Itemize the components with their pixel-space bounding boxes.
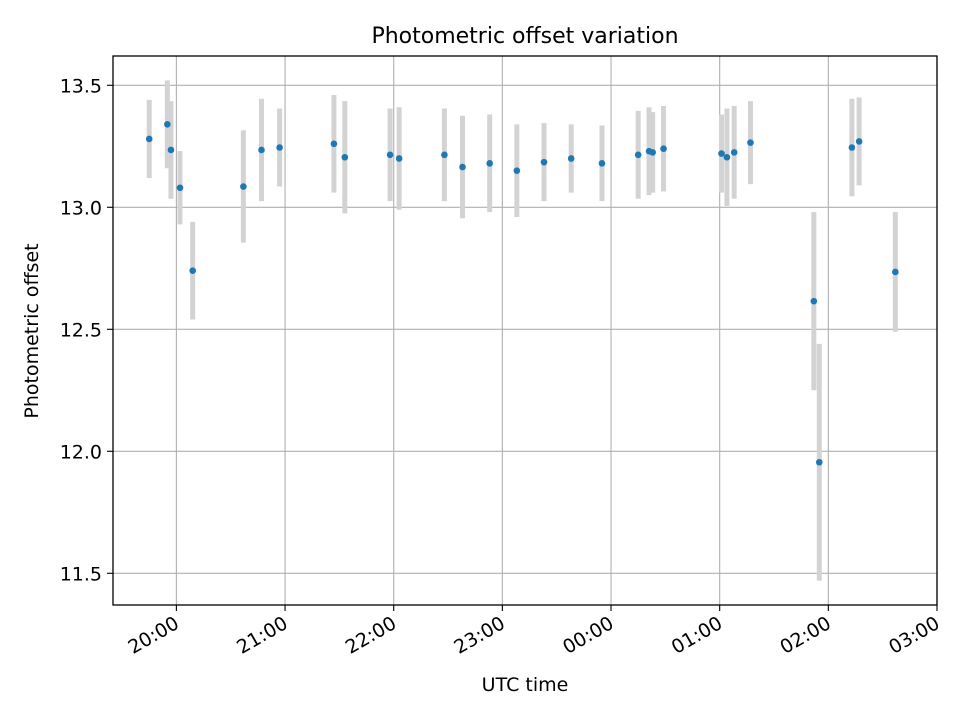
y-tick-label: 13.0: [60, 197, 102, 219]
data-point: [164, 121, 171, 128]
data-point: [718, 150, 725, 157]
chart-title: Photometric offset variation: [371, 24, 678, 49]
y-tick-label: 12.0: [60, 441, 102, 463]
data-point: [598, 160, 606, 167]
data-point: [176, 184, 184, 192]
data-point: [730, 149, 738, 156]
data-point: [167, 146, 175, 154]
data-point: [386, 151, 394, 159]
data-point: [815, 458, 823, 466]
data-point: [848, 144, 856, 151]
data-point: [258, 146, 265, 154]
x-tick-label: 20:00: [124, 612, 182, 658]
data-point: [747, 139, 754, 146]
data-point: [276, 144, 283, 151]
plot-frame: [112, 55, 938, 606]
x-tick-label: 00:00: [559, 612, 617, 658]
data-point: [330, 140, 338, 148]
x-tick-label: 23:00: [450, 612, 508, 658]
y-tick-label: 13.5: [60, 75, 102, 97]
x-tick-label: 21:00: [233, 612, 291, 658]
x-tick-label: 22:00: [342, 612, 400, 658]
data-point: [567, 155, 575, 162]
data-point: [486, 160, 493, 167]
y-axis-label: Photometric offset: [21, 243, 43, 418]
data-point: [240, 183, 247, 190]
x-tick-label: 02:00: [776, 612, 834, 658]
data-point: [189, 267, 196, 275]
data-point: [810, 297, 818, 305]
data-point: [341, 153, 349, 161]
x-tick-label: 01:00: [668, 612, 726, 658]
data-point: [649, 149, 656, 156]
point-layer: [145, 121, 899, 466]
data-point: [513, 167, 521, 174]
data-point: [395, 155, 403, 162]
errorbar-layer: [146, 80, 898, 581]
data-point: [723, 153, 731, 161]
tick-layer: 11.5 12.0 12.5 13.0 13.5 20:00 21:00 22:00 23:00…: [60, 75, 944, 658]
x-tick-label: 03:00: [885, 612, 943, 658]
data-point: [634, 151, 642, 159]
y-tick-label: 12.5: [60, 319, 102, 341]
data-point: [892, 268, 899, 276]
y-tick-label: 11.5: [60, 563, 102, 585]
x-axis-label: UTC time: [482, 674, 569, 696]
data-point: [660, 145, 667, 153]
data-point: [855, 138, 863, 145]
data-point: [145, 135, 153, 143]
data-point: [459, 163, 466, 171]
data-point: [441, 151, 448, 159]
data-point: [540, 158, 548, 166]
